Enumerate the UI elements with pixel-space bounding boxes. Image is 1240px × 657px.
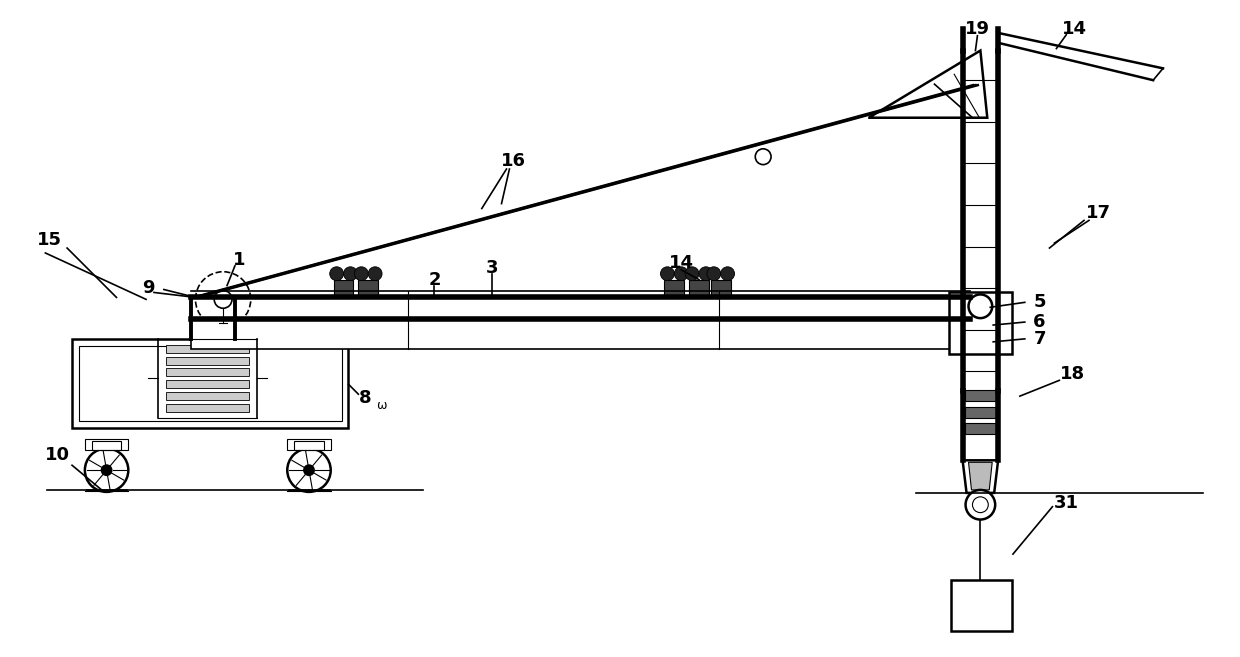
Circle shape [675, 267, 688, 281]
Text: 15: 15 [37, 231, 62, 249]
Bar [92, 441, 122, 451]
Bar [166, 357, 249, 365]
Text: ω: ω [376, 399, 387, 411]
Bar [689, 280, 709, 298]
Text: 14: 14 [668, 254, 693, 272]
Bar [949, 292, 1012, 353]
Circle shape [661, 267, 675, 281]
Text: 1: 1 [233, 251, 246, 269]
Bar [79, 346, 341, 421]
Bar [965, 407, 996, 418]
Text: 9: 9 [141, 279, 154, 296]
Bar [358, 280, 378, 298]
Bar [166, 380, 249, 388]
Text: 3: 3 [485, 259, 498, 277]
Bar [665, 280, 684, 298]
Polygon shape [968, 463, 992, 490]
Circle shape [100, 464, 113, 476]
Circle shape [699, 267, 713, 281]
Text: 6: 6 [1033, 313, 1045, 331]
Circle shape [368, 267, 382, 281]
Bar [84, 439, 128, 451]
Text: 19: 19 [965, 20, 990, 38]
Bar [951, 579, 1012, 631]
Text: 16: 16 [501, 152, 526, 170]
Bar [711, 280, 730, 298]
Circle shape [303, 464, 315, 476]
Bar [965, 423, 996, 434]
Text: 5: 5 [1033, 293, 1045, 311]
Circle shape [343, 267, 357, 281]
Circle shape [720, 267, 734, 281]
Polygon shape [962, 461, 998, 493]
Bar [166, 345, 249, 353]
Bar [334, 280, 353, 298]
Text: 17: 17 [1086, 204, 1111, 223]
Text: 31: 31 [1054, 494, 1079, 512]
Bar [166, 392, 249, 400]
Text: 8: 8 [358, 389, 372, 407]
Bar [191, 319, 971, 349]
Text: 7: 7 [1033, 330, 1045, 348]
Bar [166, 404, 249, 412]
Circle shape [968, 294, 992, 318]
Bar [288, 439, 331, 451]
Bar [294, 441, 324, 451]
Polygon shape [869, 51, 987, 118]
Circle shape [330, 267, 343, 281]
Circle shape [686, 267, 699, 281]
Circle shape [966, 490, 996, 520]
Text: 14: 14 [1061, 20, 1086, 38]
Circle shape [707, 267, 720, 281]
Circle shape [355, 267, 368, 281]
Text: 10: 10 [45, 446, 69, 464]
Bar [166, 369, 249, 376]
Bar [965, 390, 996, 401]
Text: 18: 18 [1060, 365, 1085, 384]
Text: 2: 2 [428, 271, 440, 288]
Bar [72, 339, 348, 428]
